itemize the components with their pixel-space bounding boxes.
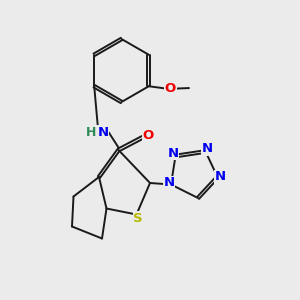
Text: N: N [167,146,179,160]
Text: O: O [165,82,176,95]
Text: S: S [134,212,143,225]
Text: N: N [164,176,175,190]
Text: N: N [97,125,109,139]
Text: N: N [201,142,213,155]
Text: H: H [86,125,96,139]
Text: O: O [142,129,154,142]
Text: N: N [215,170,226,184]
